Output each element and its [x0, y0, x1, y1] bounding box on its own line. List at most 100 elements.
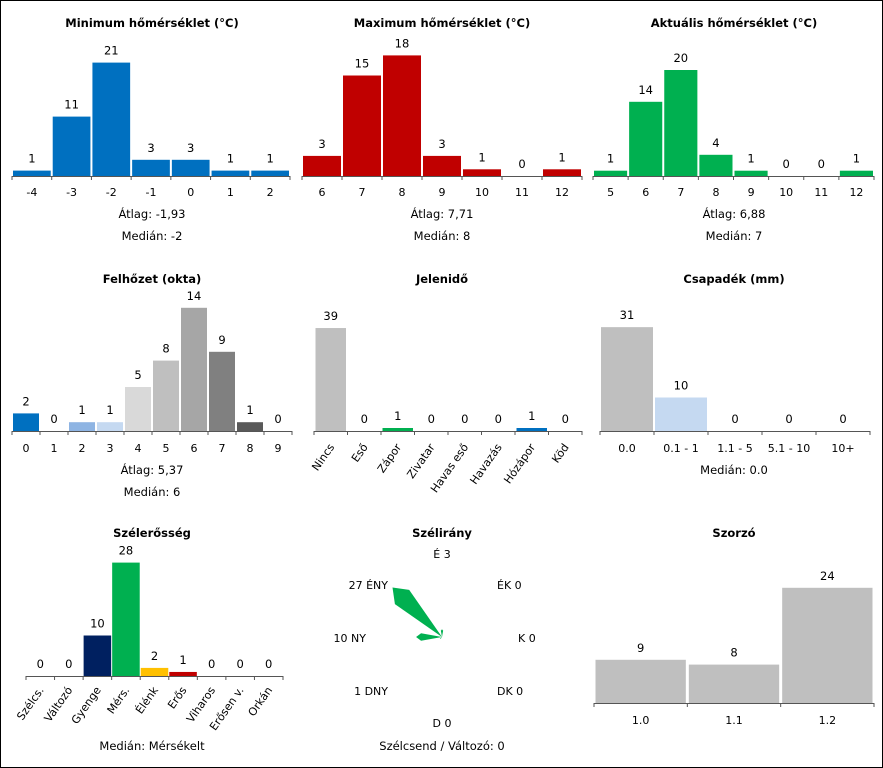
tick-label: Nincs	[309, 441, 337, 473]
bar	[125, 387, 151, 431]
bar	[315, 328, 346, 431]
bar	[382, 428, 413, 431]
tick-label: Eső	[349, 441, 371, 465]
tick-label: 1.2	[819, 714, 837, 727]
data-label: 15	[355, 57, 370, 71]
tick-label: 2	[79, 442, 86, 455]
data-label: 0	[785, 412, 792, 426]
rose-petal	[440, 629, 444, 637]
chart-multiplier: Szorzó 9 1.0 8 1.1 24 1.2	[593, 526, 875, 727]
data-label: 1	[747, 152, 754, 166]
tick-label: 9	[748, 186, 755, 199]
data-label: 0	[37, 657, 44, 671]
tick-label: 12	[555, 186, 569, 199]
tick-label: 0	[187, 186, 194, 199]
bar	[629, 101, 663, 176]
bar	[516, 428, 547, 431]
bar	[52, 116, 91, 176]
bar	[699, 154, 733, 176]
bar	[543, 169, 581, 176]
data-label: 0	[562, 412, 569, 426]
data-label: 24	[820, 569, 835, 583]
tick-label: 5	[163, 442, 170, 455]
data-label: 3	[147, 141, 154, 155]
chart-max_temp: Maximum hőmérséklet (°C)3615718839110011…	[301, 16, 583, 243]
data-label: 1	[528, 409, 535, 423]
bar	[69, 422, 95, 431]
bar	[153, 360, 179, 431]
data-label: 1	[853, 152, 860, 166]
bar	[688, 664, 780, 703]
tick-label: 10+	[831, 442, 854, 455]
stat-line: Medián: Mérsékelt	[99, 739, 205, 753]
data-label: 0	[361, 412, 368, 426]
stat-line: Átlag: 5,37	[121, 462, 184, 477]
data-label: 2	[151, 649, 158, 663]
tick-label: Havazás	[467, 441, 504, 487]
rose-petal	[440, 637, 442, 639]
data-label: 0	[839, 412, 846, 426]
tick-label: 3	[107, 442, 114, 455]
rose-direction-label: 1 DNY	[354, 685, 388, 698]
data-label: 4	[712, 136, 719, 150]
bar	[594, 170, 628, 176]
tick-label: 6	[191, 442, 198, 455]
chart-title: Jelenidő	[415, 272, 468, 286]
bar	[839, 170, 873, 176]
rose-direction-label: ÉK 0	[497, 579, 522, 592]
data-label: 0	[495, 412, 502, 426]
rose-direction-label: 10 NY	[334, 632, 367, 645]
tick-label: Hózápor	[501, 441, 538, 486]
bar	[13, 170, 51, 176]
bar	[13, 413, 39, 431]
data-label: 0	[208, 657, 215, 671]
bar	[169, 671, 197, 676]
bar	[664, 70, 698, 176]
data-label: 14	[638, 83, 653, 97]
stat-line: Átlag: 7,71	[411, 206, 474, 221]
rose-petal	[416, 633, 442, 641]
data-label: 3	[438, 137, 445, 151]
data-label: 1	[266, 152, 273, 166]
bar	[423, 155, 461, 176]
stat-line: Medián: 7	[706, 229, 763, 243]
tick-label: Élénk	[133, 684, 161, 717]
bar	[97, 422, 123, 431]
chart-weather: Jelenidő39Nincs0Eső1Zápor0Zivatar0Havas …	[309, 272, 583, 495]
chart-min_temp: Minimum hőmérséklet (°C)1-411-321-23-130…	[11, 16, 291, 243]
tick-label: 8	[712, 186, 719, 199]
data-label: 0	[731, 412, 738, 426]
bar	[237, 422, 263, 431]
tick-label: Gyenge	[69, 684, 104, 726]
data-label: 1	[227, 152, 234, 166]
tick-label: 5	[607, 186, 614, 199]
data-label: 3	[187, 141, 194, 155]
tick-label: -1	[146, 186, 157, 199]
data-label: 18	[395, 36, 410, 50]
rose-direction-label: É 3	[433, 548, 450, 561]
data-label: 11	[64, 98, 79, 112]
bar	[83, 635, 112, 676]
bar	[251, 170, 289, 176]
tick-label: -2	[106, 186, 117, 199]
chart-title: Aktuális hőmérséklet (°C)	[651, 16, 818, 30]
data-label: 0	[265, 657, 272, 671]
bar	[211, 170, 250, 176]
bar	[383, 55, 421, 176]
tick-label: 12	[849, 186, 863, 199]
tick-label: 11	[515, 186, 529, 199]
tick-label: Orkán	[246, 684, 276, 719]
bar	[92, 62, 131, 176]
stat-line: Medián: -2	[122, 229, 183, 243]
data-label: 1	[558, 150, 565, 164]
data-label: 10	[90, 617, 105, 631]
data-label: 1	[246, 403, 253, 417]
data-label: 2	[22, 394, 29, 408]
data-label: 8	[162, 342, 169, 356]
rose-direction-label: DK 0	[497, 685, 523, 698]
tick-label: 8	[399, 186, 406, 199]
tick-label: 2	[267, 186, 274, 199]
bar	[132, 159, 170, 176]
bar	[782, 587, 873, 703]
tick-label: 9	[439, 186, 446, 199]
